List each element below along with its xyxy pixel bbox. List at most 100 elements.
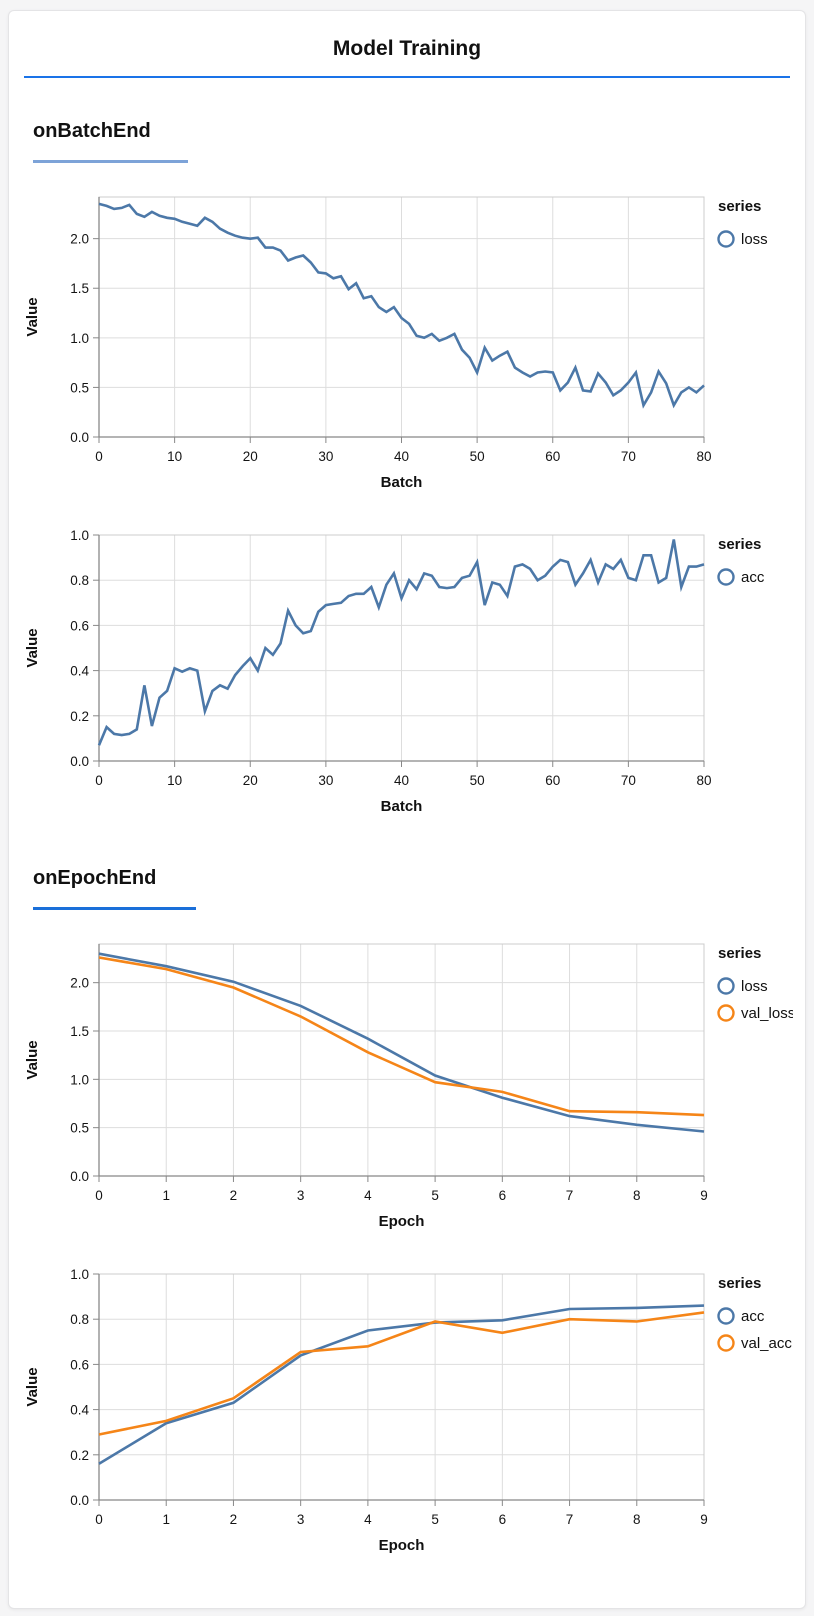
svg-text:0.0: 0.0 bbox=[70, 754, 89, 769]
section-title-onbatchend: onBatchEnd bbox=[33, 120, 151, 142]
svg-text:70: 70 bbox=[621, 773, 636, 788]
svg-text:7: 7 bbox=[566, 1512, 574, 1527]
legend-marker-acc bbox=[717, 568, 735, 586]
svg-text:3: 3 bbox=[297, 1512, 305, 1527]
svg-text:0.4: 0.4 bbox=[70, 664, 89, 679]
svg-text:9: 9 bbox=[700, 1188, 708, 1203]
svg-text:5: 5 bbox=[431, 1512, 439, 1527]
svg-text:30: 30 bbox=[318, 773, 333, 788]
y-axis-title: Value bbox=[24, 1367, 41, 1406]
svg-text:0.0: 0.0 bbox=[70, 1493, 89, 1508]
section-title-onepochend: onEpochEnd bbox=[33, 867, 157, 889]
epoch-loss-svg: 0 1 2 3 4 5 6 7 8 9 Epoch 0.0 0.5 1.0 1.5 2.0 Value serie… bbox=[24, 943, 793, 1230]
legend-label-loss: loss bbox=[741, 978, 768, 995]
svg-text:0.8: 0.8 bbox=[70, 1312, 89, 1327]
svg-text:10: 10 bbox=[167, 449, 182, 464]
svg-text:1.5: 1.5 bbox=[70, 1024, 89, 1039]
x-axis-title: Epoch bbox=[379, 1213, 425, 1230]
svg-text:2.0: 2.0 bbox=[70, 976, 89, 991]
x-axis-title: Epoch bbox=[379, 1537, 425, 1554]
y-axis-title: Value bbox=[24, 1040, 41, 1079]
svg-text:0.5: 0.5 bbox=[70, 1121, 89, 1136]
series-lines bbox=[97, 539, 705, 746]
acc-line bbox=[98, 1304, 705, 1465]
x-axis: 0 1 2 3 4 5 6 7 8 9 Epoch bbox=[95, 1175, 708, 1230]
svg-text:50: 50 bbox=[470, 773, 485, 788]
loss-line bbox=[98, 202, 705, 409]
svg-text:0: 0 bbox=[95, 449, 103, 464]
svg-text:80: 80 bbox=[696, 449, 711, 464]
series-lines bbox=[98, 1304, 705, 1465]
loss-vs-epoch-chart: 0 1 2 3 4 5 6 7 8 9 Epoch 0.0 0.5 1.0 1.5 2.0 Value serie… bbox=[21, 930, 805, 1240]
legend-title: series bbox=[718, 536, 761, 553]
x-axis: 0 10 20 30 40 50 60 70 80 Batch bbox=[95, 760, 712, 815]
acc-line bbox=[97, 539, 705, 746]
svg-text:4: 4 bbox=[364, 1188, 372, 1203]
legend: series loss bbox=[717, 198, 768, 248]
legend-title: series bbox=[718, 945, 761, 962]
legend-marker-val_loss bbox=[717, 1004, 735, 1022]
svg-text:5: 5 bbox=[431, 1188, 439, 1203]
svg-text:1.0: 1.0 bbox=[70, 1267, 89, 1282]
svg-text:60: 60 bbox=[545, 449, 560, 464]
legend-label-val_acc: val_acc bbox=[741, 1335, 792, 1352]
svg-text:1: 1 bbox=[162, 1512, 170, 1527]
svg-text:60: 60 bbox=[545, 773, 560, 788]
val_loss-line bbox=[98, 956, 705, 1117]
svg-text:30: 30 bbox=[318, 449, 333, 464]
svg-text:80: 80 bbox=[696, 773, 711, 788]
gridlines bbox=[98, 944, 705, 1177]
legend-label-acc: acc bbox=[741, 1308, 765, 1325]
svg-text:0.2: 0.2 bbox=[70, 709, 89, 724]
legend-marker-acc bbox=[717, 1307, 735, 1325]
svg-text:0.0: 0.0 bbox=[70, 430, 89, 445]
legend-title: series bbox=[718, 1275, 761, 1292]
svg-text:6: 6 bbox=[499, 1188, 507, 1203]
svg-text:0.0: 0.0 bbox=[70, 1169, 89, 1184]
batch-acc-svg: 0 10 20 30 40 50 60 70 80 Batch 0.0 0.2 0.4 0.6 0.8 1.0… bbox=[24, 528, 765, 815]
svg-text:6: 6 bbox=[499, 1512, 507, 1527]
legend-marker-loss bbox=[717, 977, 735, 995]
acc-vs-batch-chart: 0 10 20 30 40 50 60 70 80 Batch 0.0 0.2 0.4 0.6 0.8 1.0… bbox=[21, 521, 805, 825]
svg-text:10: 10 bbox=[167, 773, 182, 788]
svg-text:1.0: 1.0 bbox=[70, 528, 89, 543]
batch-loss-svg: 0 10 20 30 40 50 60 70 80 Batch 0.0 0.5 1.0 1.5 2.0 Val… bbox=[24, 196, 768, 491]
svg-text:40: 40 bbox=[394, 773, 409, 788]
svg-text:2.0: 2.0 bbox=[70, 232, 89, 247]
svg-text:20: 20 bbox=[243, 449, 258, 464]
legend: series acc bbox=[717, 536, 765, 586]
y-axis: 0.0 0.5 1.0 1.5 2.0 Value bbox=[24, 197, 100, 445]
loss-vs-batch-chart: 0 10 20 30 40 50 60 70 80 Batch 0.0 0.5 1.0 1.5 2.0 Val… bbox=[21, 183, 805, 501]
onbatchend-underline bbox=[33, 160, 188, 163]
svg-text:1.5: 1.5 bbox=[70, 281, 89, 296]
svg-text:1.0: 1.0 bbox=[70, 331, 89, 346]
legend: series loss val_loss bbox=[717, 945, 793, 1022]
svg-text:50: 50 bbox=[470, 449, 485, 464]
page-title: Model Training bbox=[332, 37, 482, 60]
svg-text:0.8: 0.8 bbox=[70, 573, 89, 588]
svg-text:0.5: 0.5 bbox=[70, 380, 89, 395]
svg-text:7: 7 bbox=[566, 1188, 574, 1203]
y-axis: 0.0 0.5 1.0 1.5 2.0 Value bbox=[24, 944, 100, 1184]
svg-text:0.6: 0.6 bbox=[70, 1357, 89, 1372]
svg-text:0: 0 bbox=[95, 1188, 103, 1203]
legend-label-val_loss: val_loss bbox=[741, 1005, 793, 1022]
svg-text:0: 0 bbox=[95, 773, 103, 788]
epoch-acc-svg: 0 1 2 3 4 5 6 7 8 9 Epoch 0.0 0.2 0.4 0.6 0.8 1.0 Value se… bbox=[24, 1267, 792, 1554]
x-axis: 0 1 2 3 4 5 6 7 8 9 Epoch bbox=[95, 1499, 708, 1554]
series-lines bbox=[98, 202, 705, 409]
y-axis-title: Value bbox=[24, 628, 41, 667]
legend-label-loss: loss bbox=[741, 231, 768, 248]
svg-text:40: 40 bbox=[394, 449, 409, 464]
val_acc-line bbox=[98, 1311, 705, 1436]
onepochend-underline bbox=[33, 907, 196, 910]
svg-text:9: 9 bbox=[700, 1512, 708, 1527]
svg-text:3: 3 bbox=[297, 1188, 305, 1203]
legend-marker-loss bbox=[717, 230, 735, 248]
title-underline bbox=[24, 76, 790, 78]
x-axis-title: Batch bbox=[381, 474, 423, 491]
series-lines bbox=[98, 952, 705, 1133]
y-axis: 0.0 0.2 0.4 0.6 0.8 1.0 Value bbox=[24, 528, 100, 769]
svg-text:0.4: 0.4 bbox=[70, 1403, 89, 1418]
